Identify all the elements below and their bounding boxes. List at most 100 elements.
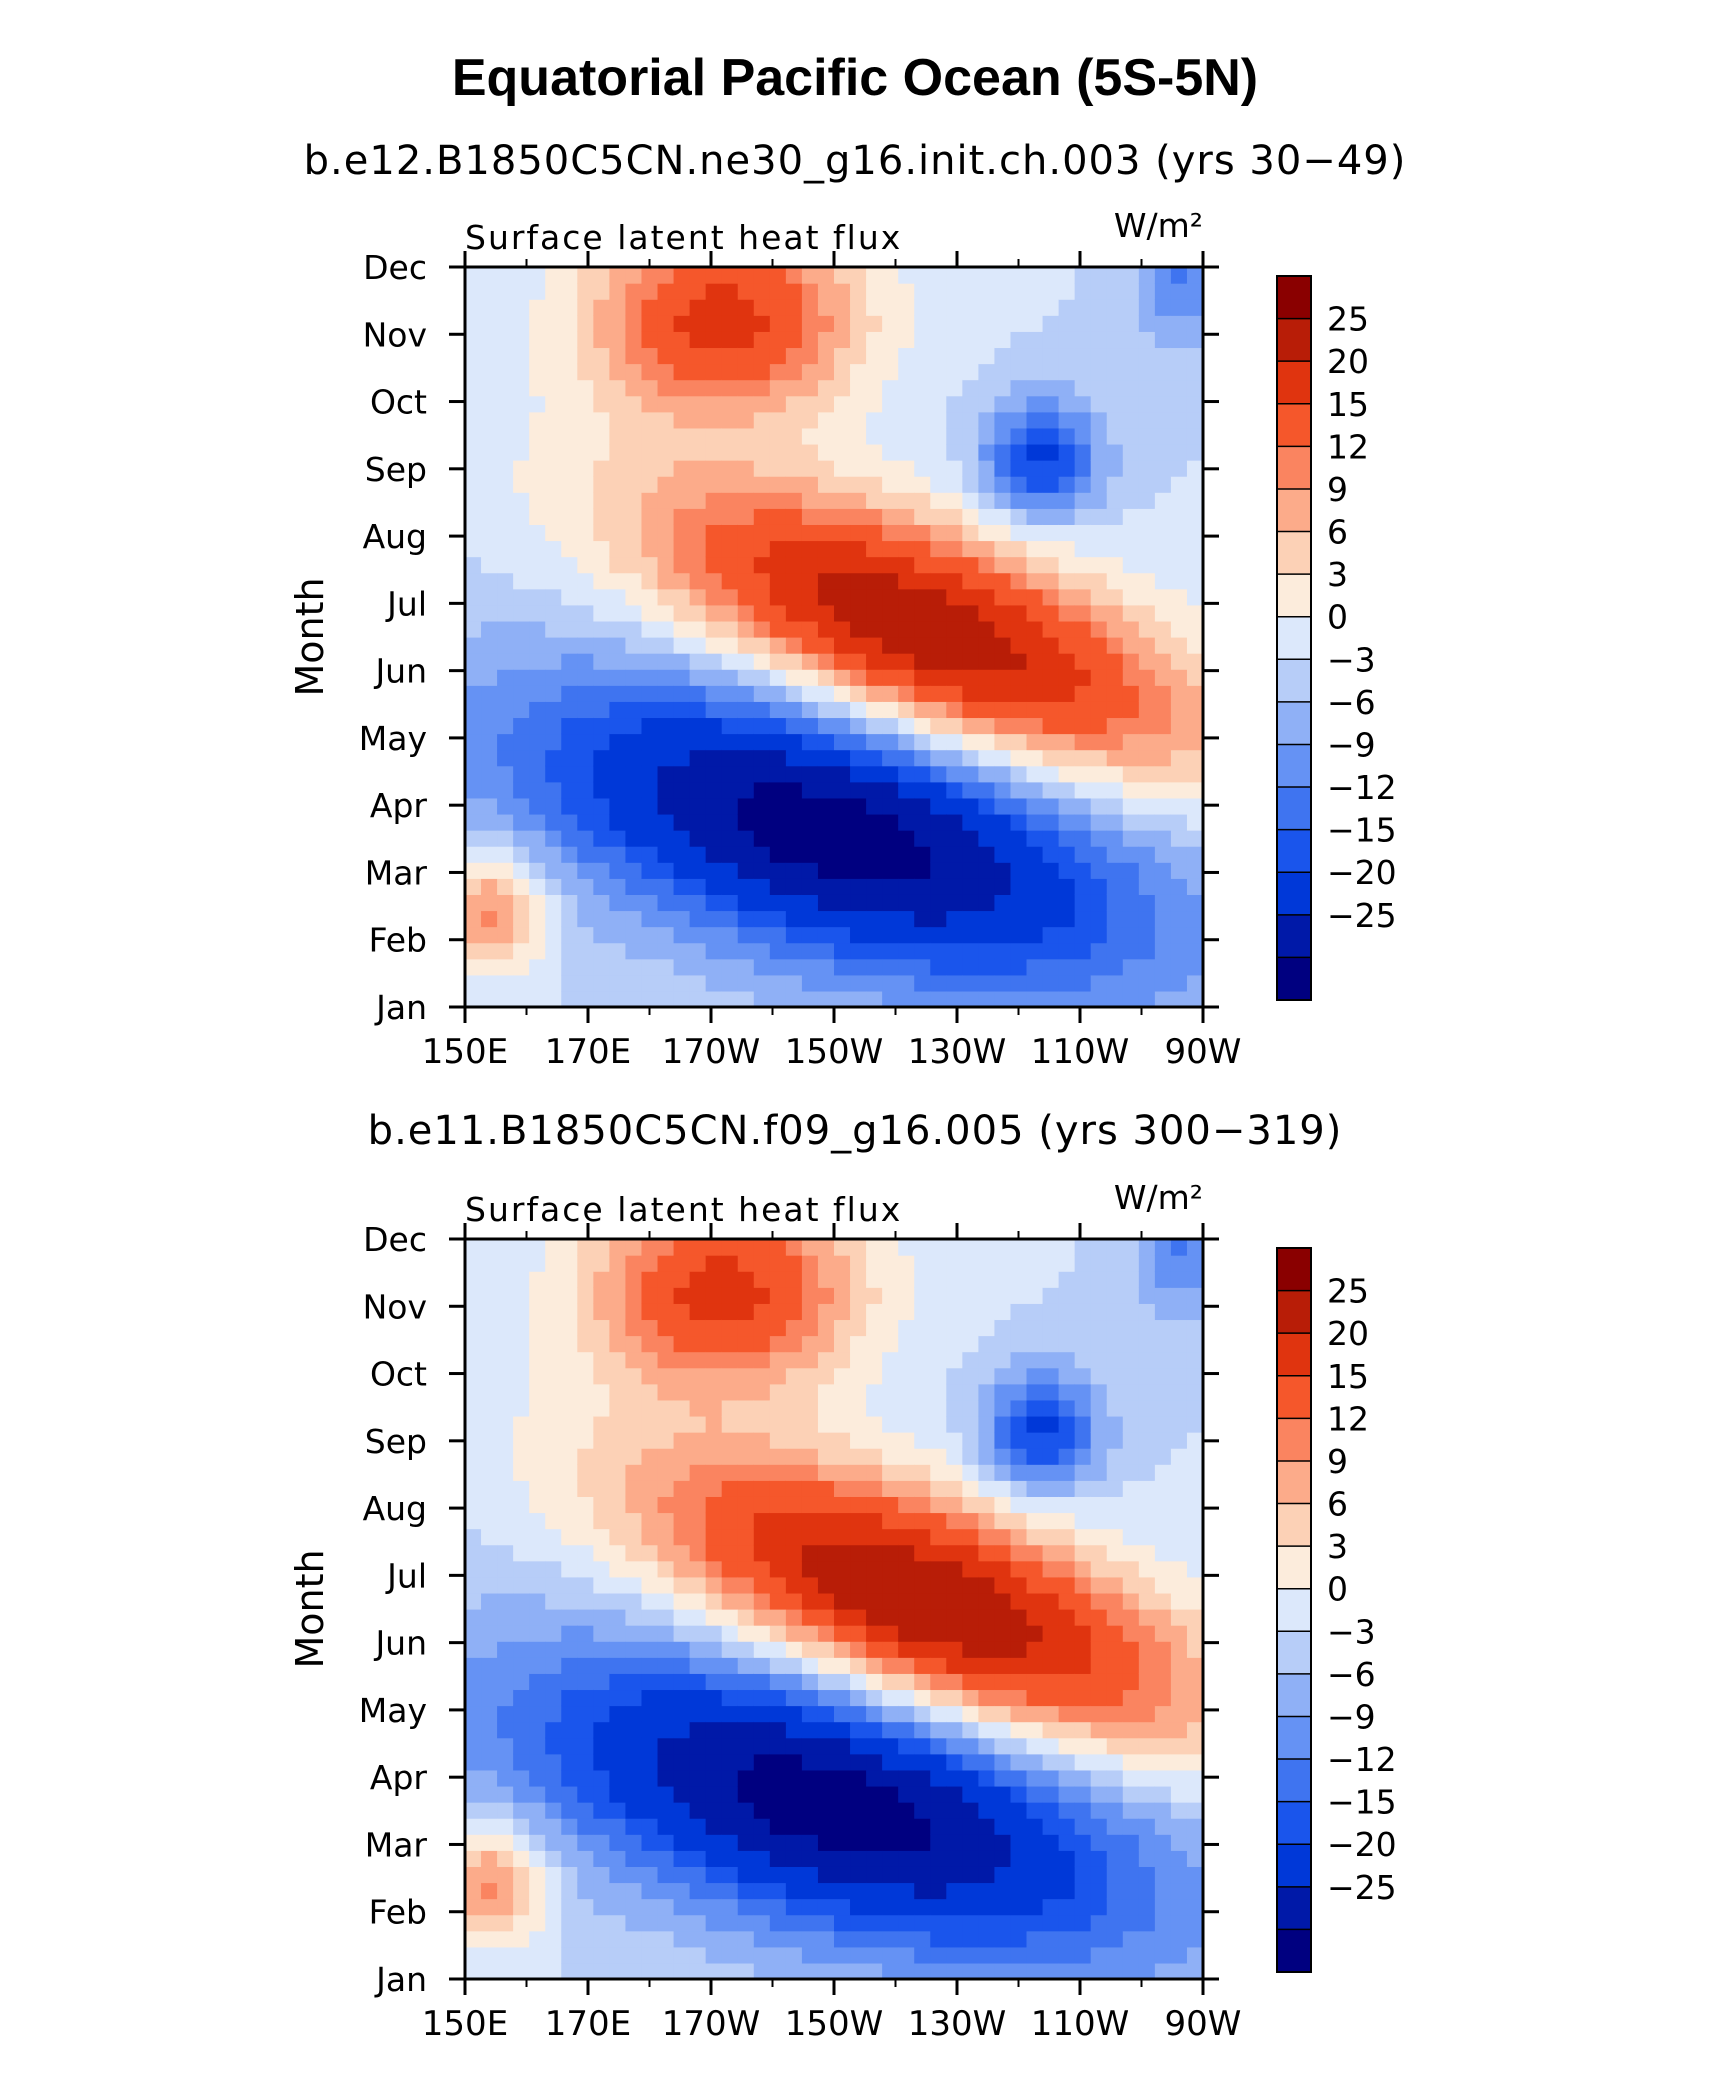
contour-cell: [1106, 990, 1124, 1008]
contour-cell: [1186, 283, 1204, 300]
contour-cell: [1090, 733, 1108, 751]
contour-cell: [465, 797, 482, 815]
contour-cell: [801, 363, 819, 381]
contour-cell: [1026, 540, 1044, 558]
contour-cell: [1042, 1609, 1060, 1626]
contour-cell: [834, 1818, 851, 1835]
contour-cell: [1074, 1255, 1092, 1272]
contour-cell: [481, 1576, 498, 1594]
contour-cell: [946, 1721, 963, 1739]
contour-cell: [817, 315, 835, 332]
contour-cell: [1106, 540, 1124, 558]
contour-cell: [609, 813, 627, 831]
contour-cell: [882, 620, 899, 638]
contour-cell: [561, 1641, 578, 1658]
contour-cell: [866, 540, 883, 558]
contour-cell: [689, 1480, 707, 1497]
contour-cell: [1026, 395, 1044, 413]
page-title: Equatorial Pacific Ocean (5S-5N): [451, 49, 1259, 107]
contour-cell: [978, 1753, 996, 1771]
contour-cell: [497, 653, 514, 670]
contour-cell: [545, 1367, 562, 1385]
contour-cell: [1042, 588, 1060, 606]
contour-cell: [465, 347, 482, 365]
contour-cell: [898, 1383, 915, 1401]
contour-cell: [882, 1737, 899, 1755]
contour-cell: [561, 894, 578, 912]
contour-cell: [866, 1882, 883, 1900]
contour-cell: [1074, 331, 1092, 349]
contour-cell: [994, 1785, 1012, 1803]
contour-cell: [625, 1512, 643, 1530]
contour-cell: [817, 1802, 835, 1819]
contour-cell: [673, 1882, 691, 1900]
contour-cell: [593, 717, 610, 735]
contour-cell: [1170, 411, 1188, 429]
contour-cell: [689, 1673, 707, 1691]
contour-cell: [801, 1721, 819, 1739]
contour-cell: [465, 1335, 482, 1353]
contour-cell: [817, 1271, 835, 1288]
colorbar-label: −9: [1327, 725, 1376, 764]
contour-cell: [1010, 524, 1028, 542]
contour-cell: [866, 1255, 883, 1272]
contour-cell: [721, 492, 739, 509]
contour-cell: [1010, 1769, 1028, 1787]
contour-cell: [1010, 315, 1028, 332]
contour-cell: [898, 443, 915, 461]
contour-cell: [577, 395, 594, 413]
contour-cell: [801, 1689, 819, 1707]
contour-cell: [1026, 1496, 1044, 1514]
contour-cell: [817, 508, 835, 525]
contour-cell: [930, 1898, 947, 1916]
contour-cell: [978, 315, 996, 332]
contour-cell: [577, 1769, 594, 1787]
contour-cell: [529, 1818, 546, 1835]
contour-cell: [609, 1415, 627, 1433]
contour-cell: [1058, 1287, 1076, 1304]
contour-cell: [1042, 1496, 1060, 1514]
contour-cell: [834, 926, 851, 944]
colorbar-swatch: [1277, 1290, 1311, 1334]
colorbar-label: 20: [1327, 342, 1369, 381]
contour-cell: [1122, 733, 1140, 751]
contour-cell: [753, 733, 771, 751]
contour-cell: [657, 1544, 675, 1562]
contour-cell: [545, 894, 562, 912]
contour-cell: [898, 1287, 915, 1304]
contour-cell: [1042, 1464, 1060, 1481]
contour-cell: [561, 958, 578, 976]
contour-cell: [785, 1866, 803, 1884]
contour-cell: [946, 1239, 963, 1256]
contour-cell: [721, 460, 739, 477]
colorbar-label: 9: [1327, 1442, 1348, 1481]
contour-cell: [753, 1335, 771, 1353]
contour-cell: [834, 1769, 851, 1787]
contour-cell: [898, 846, 915, 863]
contour-cell: [529, 1367, 546, 1385]
contour-cell: [1106, 1592, 1124, 1610]
contour-cell: [785, 926, 803, 944]
contour-cell: [753, 508, 771, 525]
colorbar-label: −6: [1327, 683, 1376, 722]
contour-cell: [529, 1335, 546, 1353]
contour-cell: [898, 572, 915, 590]
contour-cell: [529, 878, 546, 895]
contour-cell: [817, 669, 835, 686]
colorbar-swatch: [1277, 446, 1311, 490]
contour-cell: [641, 1432, 659, 1449]
contour-cell: [801, 1271, 819, 1288]
contour-cell: [609, 1351, 627, 1369]
contour-cell: [866, 942, 883, 960]
contour-cell: [1074, 460, 1092, 477]
contour-cell: [721, 1882, 739, 1900]
contour-cell: [785, 1528, 803, 1546]
contour-cell: [1074, 363, 1092, 381]
contour-cell: [513, 1834, 530, 1851]
contour-cell: [866, 1834, 883, 1851]
contour-cell: [1026, 942, 1044, 960]
contour-cell: [962, 862, 979, 879]
contour-cell: [1154, 379, 1172, 397]
contour-cell: [834, 1576, 851, 1594]
colorbar-swatch: [1277, 957, 1311, 1001]
